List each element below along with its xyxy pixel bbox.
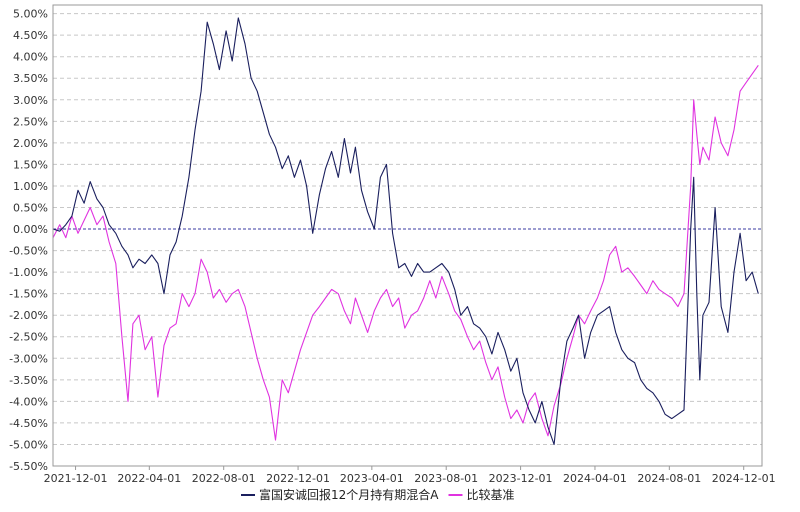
y-tick-label: -2.00%	[9, 309, 48, 322]
y-tick-label: 1.00%	[13, 180, 48, 193]
legend: 富国安诚回报12个月持有期混合A 比较基准	[241, 487, 515, 502]
y-tick-label: 4.00%	[13, 51, 48, 64]
y-tick-label: 3.00%	[13, 94, 48, 107]
y-tick-label: 1.50%	[13, 158, 48, 171]
legend-label: 比较基准	[466, 487, 514, 502]
y-tick-label: -0.50%	[9, 245, 48, 258]
y-tick-label: -5.50%	[9, 460, 48, 473]
y-tick-label: 2.00%	[13, 137, 48, 150]
x-tick-label: 2023-04-01	[340, 472, 404, 485]
x-tick-label: 2024-08-01	[637, 472, 701, 485]
y-tick-label: -1.00%	[9, 266, 48, 279]
y-tick-label: 3.50%	[13, 72, 48, 85]
x-tick-label: 2024-04-01	[563, 472, 627, 485]
x-axis: 2021-12-01 2022-04-01 2022-08-01 2022-12-01…	[44, 466, 776, 485]
y-axis: 5.00% 4.50% 4.00% 3.50% 3.00% 2.50% 2.00% 1.50%…	[9, 8, 48, 473]
y-tick-label: 0.00%	[13, 223, 48, 236]
x-tick-label: 2024-12-01	[712, 472, 776, 485]
y-tick-label: 0.50%	[13, 201, 48, 214]
y-tick-label: -1.50%	[9, 288, 48, 301]
y-tick-label: -3.00%	[9, 352, 48, 365]
x-tick-label: 2022-04-01	[117, 472, 181, 485]
x-tick-label: 2021-12-01	[44, 472, 108, 485]
x-tick-label: 2023-08-01	[414, 472, 478, 485]
grid-lines	[53, 13, 762, 467]
y-tick-label: 4.50%	[13, 29, 48, 42]
x-tick-label: 2023-12-01	[489, 472, 553, 485]
series-line-benchmark	[52, 64, 759, 441]
series-lines	[52, 17, 759, 446]
legend-label: 富国安诚回报12个月持有期混合A	[259, 487, 439, 502]
y-tick-label: 5.00%	[13, 8, 48, 21]
y-tick-label: -5.00%	[9, 438, 48, 451]
x-tick-label: 2022-08-01	[192, 472, 256, 485]
y-tick-label: 2.50%	[13, 115, 48, 128]
plot-frame	[52, 4, 763, 467]
y-tick-label: -2.50%	[9, 331, 48, 344]
y-tick-label: -3.50%	[9, 374, 48, 387]
series-line-fund	[52, 17, 759, 446]
y-tick-label: -4.50%	[9, 417, 48, 430]
x-tick-label: 2022-12-01	[266, 472, 330, 485]
y-tick-label: -4.00%	[9, 395, 48, 408]
